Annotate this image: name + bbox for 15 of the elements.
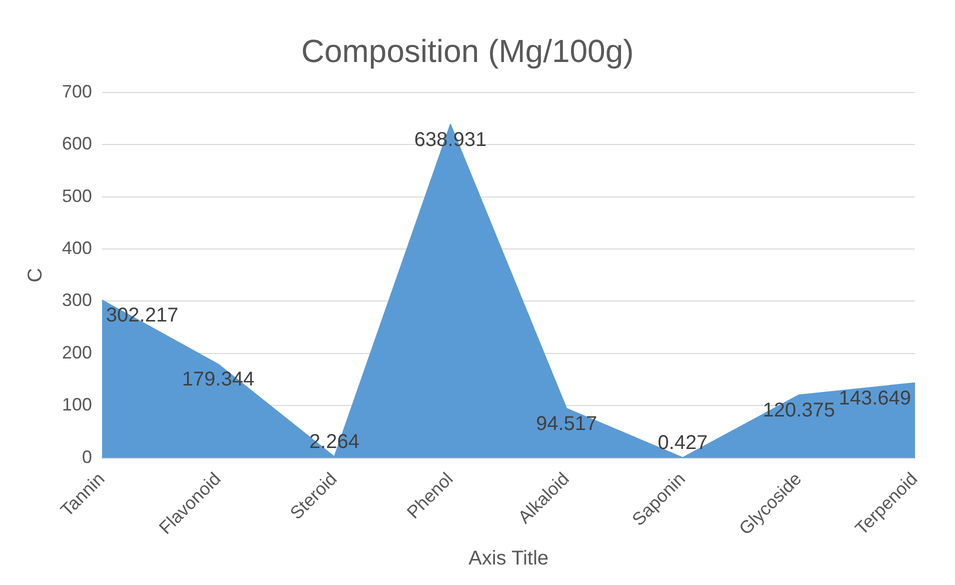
y-tick-label: 200 xyxy=(62,342,92,362)
data-label: 0.427 xyxy=(658,432,708,454)
y-axis-title: C xyxy=(24,268,47,282)
chart-title: Composition (Mg/100g) xyxy=(301,33,634,70)
data-label: 143.649 xyxy=(838,387,911,410)
y-tick-label: 300 xyxy=(62,290,92,310)
y-tick-label: 100 xyxy=(62,394,92,415)
y-tick-label: 600 xyxy=(62,134,92,154)
y-tick-label: 700 xyxy=(62,81,92,102)
data-label: 120.375 xyxy=(762,400,836,422)
y-tick-label: 500 xyxy=(62,186,92,206)
x-axis-title: Axis Title xyxy=(468,548,549,570)
y-tick-label: 0 xyxy=(82,446,92,467)
data-label: 94.517 xyxy=(536,413,598,435)
y-tick-label: 400 xyxy=(62,238,92,258)
